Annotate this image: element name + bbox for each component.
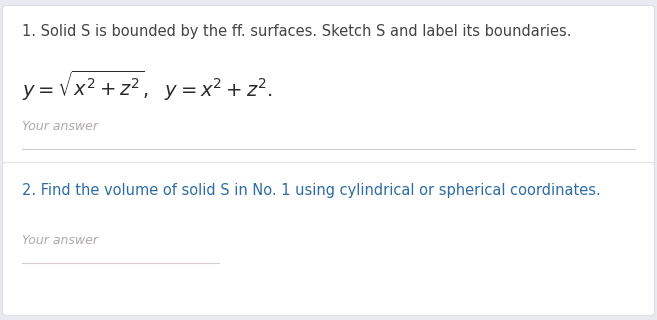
- FancyBboxPatch shape: [3, 5, 654, 164]
- Text: Your answer: Your answer: [22, 234, 99, 247]
- Text: 2. Find the volume of solid S in No. 1 using cylindrical or spherical coordinate: 2. Find the volume of solid S in No. 1 u…: [22, 183, 601, 198]
- Text: Your answer: Your answer: [22, 120, 99, 133]
- Text: $y = \sqrt{x^2 + z^2},\ \ y = x^2 + z^2.$: $y = \sqrt{x^2 + z^2},\ \ y = x^2 + z^2.…: [22, 69, 273, 103]
- FancyBboxPatch shape: [3, 162, 654, 316]
- Text: 1. Solid S is bounded by the ff. surfaces. Sketch S and label its boundaries.: 1. Solid S is bounded by the ff. surface…: [22, 24, 572, 39]
